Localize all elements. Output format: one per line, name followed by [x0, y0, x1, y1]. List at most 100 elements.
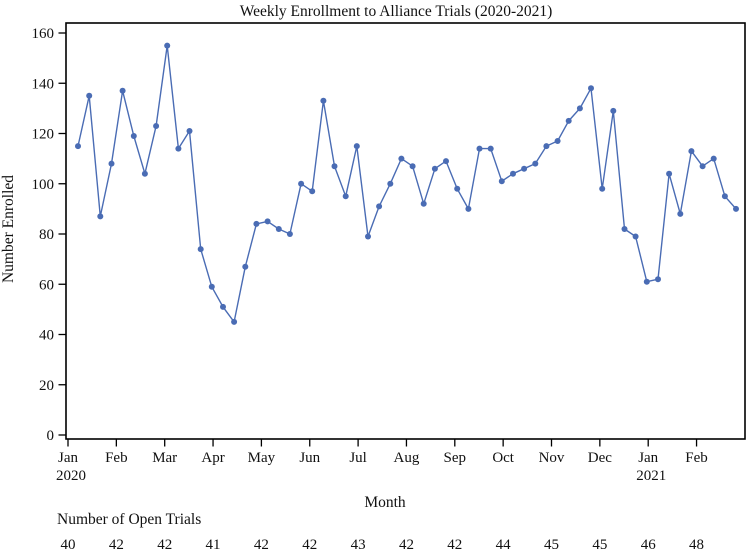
- y-tick-label: 20: [39, 378, 54, 394]
- data-point-marker: [97, 213, 104, 220]
- y-tick-label: 100: [32, 177, 55, 193]
- open-trials-label: Number of Open Trials: [57, 511, 202, 528]
- data-point-marker: [621, 226, 628, 232]
- x-tick-label: Jan: [58, 450, 78, 466]
- open-trials-value: 42: [398, 537, 414, 553]
- data-point-marker: [75, 143, 81, 150]
- data-point-marker: [510, 170, 516, 177]
- y-tick-label: 0: [47, 428, 55, 444]
- data-point-marker: [264, 218, 271, 225]
- data-point-marker: [186, 128, 193, 134]
- data-point-marker: [153, 123, 160, 129]
- enrollment-line: [77, 44, 737, 323]
- open-trials-value: 43: [350, 537, 366, 553]
- data-point-marker: [409, 163, 416, 170]
- open-trials-value: 42: [108, 537, 124, 553]
- x-tick-year-label: 2021: [636, 468, 666, 484]
- x-tick-label: Aug: [394, 450, 420, 466]
- data-point-marker: [521, 165, 528, 172]
- open-trials-value: 44: [495, 537, 511, 553]
- x-axis-title: Month: [364, 494, 406, 511]
- x-tick-label: Feb: [105, 450, 128, 466]
- data-point-marker: [420, 200, 427, 207]
- plot-frame: [65, 22, 746, 440]
- data-point-marker: [130, 133, 137, 139]
- data-point-marker: [231, 318, 238, 325]
- y-tick-label: 60: [39, 277, 54, 293]
- x-tick-year-label: 2020: [56, 468, 86, 484]
- data-point-marker: [643, 278, 650, 285]
- open-trials-value: 40: [60, 537, 76, 553]
- data-point-marker: [721, 193, 728, 200]
- x-tick-label: Jan: [638, 450, 658, 466]
- open-trials-value: 45: [592, 537, 608, 553]
- data-point-marker: [733, 205, 739, 212]
- x-tick-label: Dec: [588, 450, 612, 466]
- data-point-marker: [342, 193, 349, 200]
- x-tick-label: Jul: [349, 450, 367, 466]
- data-point-marker: [431, 165, 438, 172]
- x-tick-label: Nov: [539, 450, 565, 466]
- data-point-marker: [599, 185, 606, 192]
- data-point-marker: [465, 205, 472, 212]
- data-point-marker: [677, 210, 684, 217]
- x-tick-label: Feb: [685, 450, 708, 466]
- data-point-marker: [86, 92, 93, 99]
- x-tick-label: Sep: [444, 450, 467, 466]
- open-trials-value: 41: [205, 537, 221, 553]
- data-point-marker: [197, 246, 204, 253]
- data-point-marker: [353, 143, 360, 150]
- data-point-marker: [632, 233, 639, 240]
- open-trials-value: 45: [544, 537, 559, 553]
- data-point-marker: [108, 160, 115, 167]
- data-point-marker: [666, 170, 673, 177]
- data-point-marker: [286, 231, 293, 237]
- open-trials-value: 42: [302, 537, 318, 553]
- data-point-marker: [487, 145, 494, 152]
- open-trials-values: 40 42 42 41 42 42 43 42 42 44 45 45 46 48: [0, 537, 751, 559]
- x-tick-label: Mar: [152, 450, 177, 466]
- x-tick-label: Apr: [201, 450, 224, 466]
- data-point-marker: [365, 233, 371, 240]
- data-point-marker: [320, 97, 327, 104]
- data-point-marker: [699, 163, 706, 170]
- y-tick-label: 160: [32, 26, 55, 42]
- open-trials-value: 46: [640, 537, 656, 553]
- y-tick-label: 140: [32, 76, 55, 92]
- data-point-marker: [655, 276, 661, 283]
- data-point-marker: [242, 263, 249, 270]
- y-tick-label: 80: [39, 227, 54, 243]
- data-point-marker: [298, 180, 305, 187]
- y-tick-label: 120: [32, 127, 55, 143]
- data-point-marker: [532, 160, 539, 167]
- data-point-marker: [454, 185, 461, 192]
- x-tick-label: Jun: [299, 450, 320, 466]
- data-point-marker: [554, 138, 561, 144]
- data-point-marker: [688, 148, 695, 155]
- x-tick-label: Oct: [492, 450, 514, 466]
- data-point-marker: [576, 105, 583, 112]
- data-point-marker: [443, 158, 449, 165]
- data-point-marker: [220, 303, 226, 310]
- open-trials-value: 42: [157, 537, 173, 553]
- data-point-marker: [309, 188, 316, 195]
- open-trials-value: 48: [689, 537, 705, 553]
- open-trials-value: 42: [447, 537, 463, 553]
- data-point-marker: [398, 155, 405, 162]
- data-point-marker: [141, 170, 148, 177]
- data-point-marker: [387, 180, 394, 187]
- data-point-marker: [710, 155, 717, 162]
- x-tick-label: May: [248, 450, 276, 466]
- data-point-marker: [376, 203, 383, 210]
- data-point-marker: [331, 163, 338, 170]
- data-point-marker: [275, 226, 282, 232]
- data-point-marker: [253, 220, 260, 227]
- data-point-marker: [565, 117, 572, 124]
- data-point-marker: [175, 145, 182, 152]
- data-point-marker: [164, 42, 171, 49]
- y-tick-label: 40: [39, 328, 54, 344]
- data-point-marker: [119, 87, 126, 94]
- data-point-marker: [610, 107, 617, 114]
